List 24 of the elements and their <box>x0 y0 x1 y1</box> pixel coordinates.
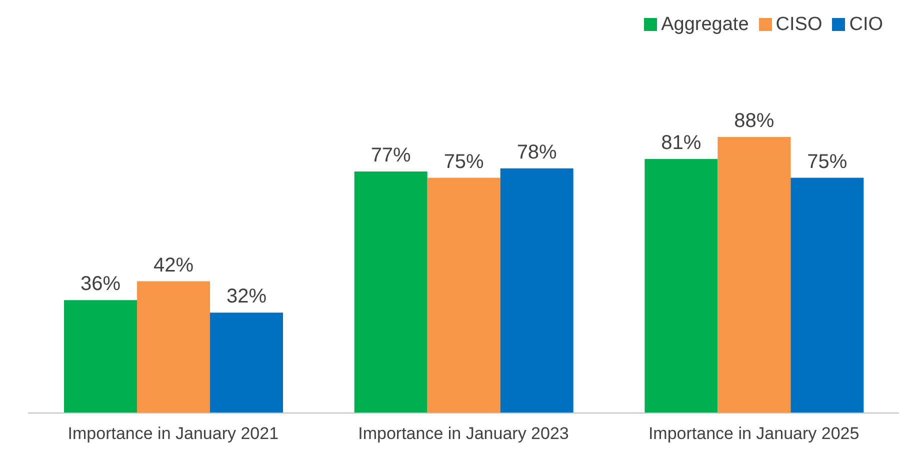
data-label: 42% <box>153 254 194 276</box>
bar <box>790 178 864 413</box>
bar <box>64 300 137 413</box>
bar <box>137 281 210 413</box>
bar <box>354 172 428 413</box>
bar <box>427 178 500 413</box>
data-label: 77% <box>370 144 412 166</box>
legend-label: CISO <box>776 14 822 35</box>
data-label: 81% <box>661 132 702 154</box>
data-label: 32% <box>226 286 267 308</box>
data-label: 78% <box>516 141 558 164</box>
data-label: 75% <box>807 150 848 173</box>
bar <box>210 312 283 413</box>
bar <box>644 158 718 413</box>
bar <box>718 137 791 413</box>
x-tick-label: Importance in January 2025 <box>648 424 860 444</box>
x-tick-label: Importance in January 2021 <box>68 424 279 444</box>
x-tick-label: Importance in January 2023 <box>358 424 569 444</box>
legend-label: Aggregate <box>661 14 749 35</box>
data-label: 75% <box>444 150 484 173</box>
legend-label: CIO <box>849 14 883 35</box>
bar <box>500 168 574 413</box>
data-label: 36% <box>80 273 121 296</box>
data-label: 88% <box>734 110 774 132</box>
